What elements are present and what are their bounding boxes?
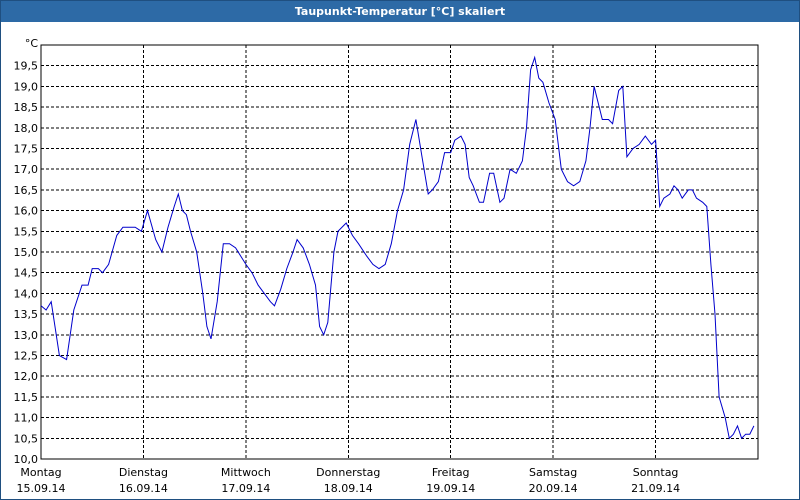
y-tick-label: 13,5 bbox=[14, 308, 39, 321]
x-tick-date: 17.09.14 bbox=[221, 482, 270, 495]
x-tick-date: 19.09.14 bbox=[426, 482, 475, 495]
x-tick-day: Sonntag bbox=[633, 466, 679, 479]
y-tick-label: 10,5 bbox=[14, 432, 39, 445]
x-tick-day: Freitag bbox=[432, 466, 470, 479]
y-tick-label: 19,5 bbox=[14, 60, 39, 73]
window-title: Taupunkt-Temperatur [°C] skaliert bbox=[1, 1, 799, 22]
x-tick-date: 20.09.14 bbox=[529, 482, 578, 495]
y-tick-label: 12,5 bbox=[14, 350, 39, 363]
x-tick-day: Samstag bbox=[529, 466, 577, 479]
y-tick-label: 16,5 bbox=[14, 184, 39, 197]
x-tick-day: Mittwoch bbox=[221, 466, 271, 479]
x-tick-day: Montag bbox=[20, 466, 61, 479]
plot-frame bbox=[40, 44, 759, 460]
dew-point-chart: 10,0 10,5 11,0 11,5 12,0 12,5 13,0 13,5 14,0 14,5… bbox=[14, 37, 759, 495]
plot-area: 10,0 10,5 11,0 11,5 12,0 12,5 13,0 13,5 14,0 14,5… bbox=[1, 22, 799, 499]
y-tick-label: 16,0 bbox=[14, 205, 39, 218]
y-tick-label: 15,0 bbox=[14, 246, 39, 259]
y-tick-label: 19,0 bbox=[14, 80, 39, 93]
x-tick-day: Dienstag bbox=[119, 466, 168, 479]
y-axis-unit: °C bbox=[25, 37, 39, 50]
y-tick-label: 12,0 bbox=[14, 370, 39, 383]
x-tick-date: 16.09.14 bbox=[119, 482, 168, 495]
x-tick-day: Donnerstag bbox=[316, 466, 380, 479]
y-tick-label: 15,5 bbox=[14, 225, 39, 238]
y-tick-label: 14,0 bbox=[14, 287, 39, 300]
x-tick-date: 21.09.14 bbox=[631, 482, 680, 495]
series-line bbox=[40, 55, 755, 440]
y-tick-label: 11,0 bbox=[14, 412, 39, 425]
y-tick-label: 13,0 bbox=[14, 329, 39, 342]
y-tick-label: 11,5 bbox=[14, 391, 39, 404]
y-tick-label: 17,0 bbox=[14, 163, 39, 176]
x-tick-date: 18.09.14 bbox=[324, 482, 373, 495]
y-tick-label: 14,5 bbox=[14, 267, 39, 280]
y-tick-label: 18,0 bbox=[14, 122, 39, 135]
y-tick-label: 18,5 bbox=[14, 101, 39, 114]
x-tick-date: 15.09.14 bbox=[17, 482, 66, 495]
y-tick-label: 17,5 bbox=[14, 143, 39, 156]
y-tick-label: 10,0 bbox=[14, 453, 39, 466]
